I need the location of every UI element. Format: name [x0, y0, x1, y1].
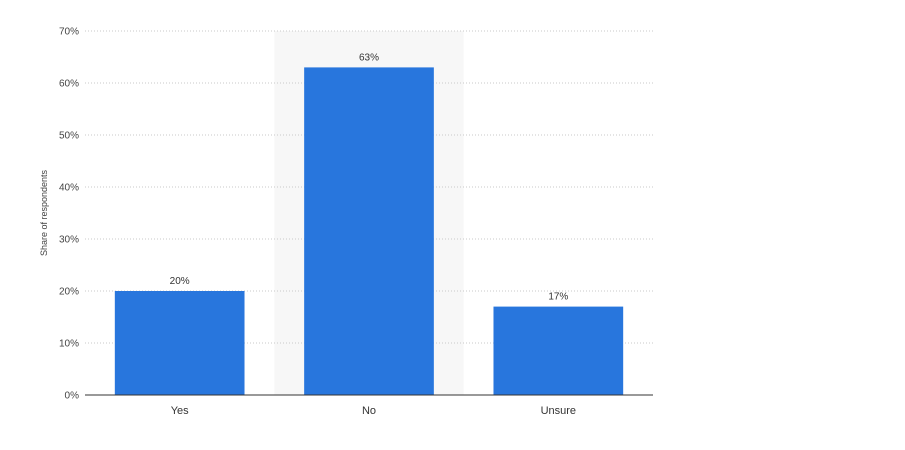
y-tick-label: 60%	[59, 79, 79, 90]
y-tick-label: 40%	[59, 183, 79, 194]
y-tick-label: 30%	[59, 235, 79, 246]
bar-unsure[interactable]	[493, 306, 624, 395]
x-tick-label: Yes	[171, 405, 189, 417]
x-tick-label: No	[362, 405, 376, 417]
y-tick-label: 0%	[65, 391, 80, 402]
data-label: 63%	[359, 52, 379, 63]
bar-no[interactable]	[304, 67, 434, 396]
bar-yes[interactable]	[114, 291, 245, 395]
data-label: 20%	[170, 276, 190, 287]
y-tick-label: 50%	[59, 131, 79, 142]
y-axis-title: Share of respondents	[39, 169, 49, 256]
data-label: 17%	[548, 292, 568, 303]
y-tick-label: 10%	[59, 339, 79, 350]
y-tick-label: 70%	[59, 27, 79, 38]
y-tick-label: 20%	[59, 287, 79, 298]
x-tick-label: Unsure	[541, 405, 576, 417]
